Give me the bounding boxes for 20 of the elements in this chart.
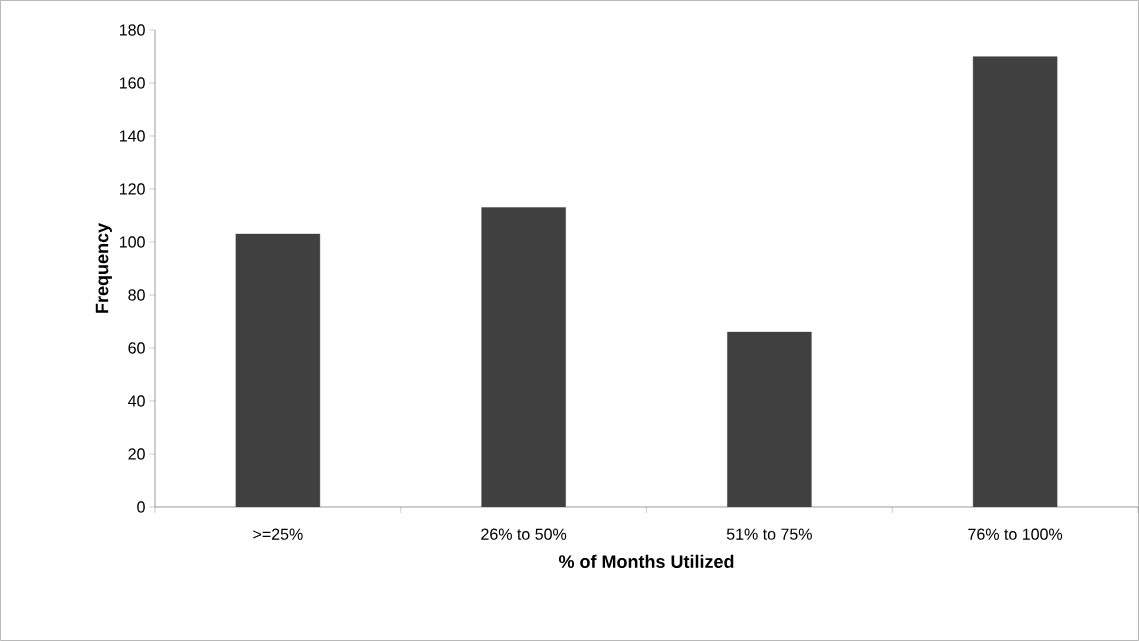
bar — [481, 207, 566, 507]
y-axis-title: Frequency — [95, 223, 112, 313]
y-tick-label: 160 — [120, 77, 145, 89]
x-tick-label: >=25% — [253, 528, 303, 540]
bar — [727, 331, 812, 507]
x-tick-label: 76% to 100% — [968, 528, 1063, 540]
y-tick-label: 20 — [128, 448, 145, 460]
bar — [972, 56, 1058, 507]
x-axis-title: % of Months Utilized — [558, 554, 734, 568]
y-tick-label: 140 — [120, 130, 145, 142]
y-tick-label: 40 — [128, 395, 145, 407]
y-tick-label: 180 — [120, 24, 145, 36]
y-tick-label: 120 — [120, 183, 145, 195]
bar — [235, 233, 321, 507]
x-tick-label: 26% to 50% — [481, 528, 567, 540]
y-tick-label: 100 — [120, 236, 145, 248]
y-tick-label: 60 — [128, 342, 145, 354]
x-tick-label: 51% to 75% — [726, 528, 812, 540]
y-tick-label: 80 — [128, 289, 145, 301]
y-tick-label: 0 — [137, 501, 145, 513]
